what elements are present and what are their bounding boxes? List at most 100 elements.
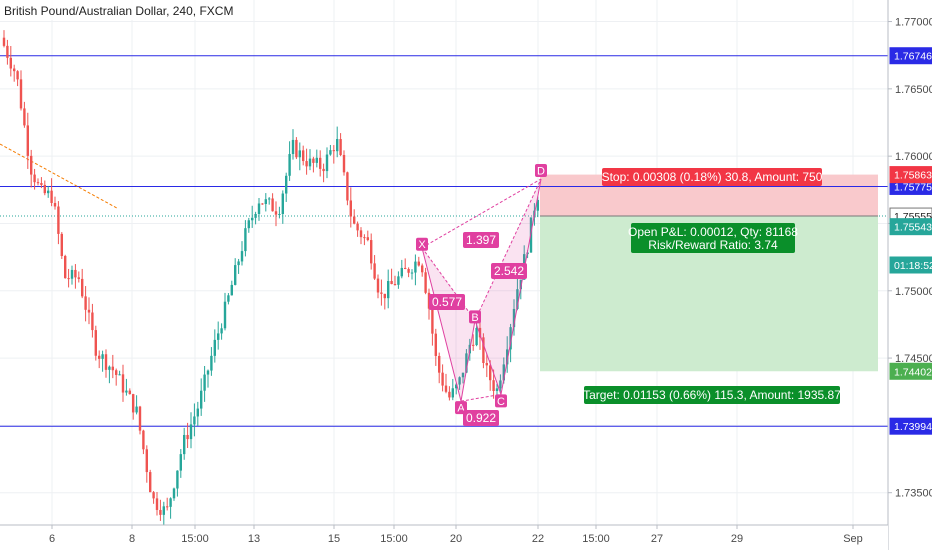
candle (441, 364, 444, 392)
candle (121, 364, 125, 402)
candle (254, 211, 257, 225)
pattern-triangle-bcd (475, 179, 541, 395)
candle-body (509, 327, 512, 350)
price-tag: 1.73994 (889, 417, 932, 435)
candle-body (200, 390, 203, 409)
candle (325, 147, 329, 179)
candle-body (203, 374, 206, 391)
pattern-line[interactable] (500, 178, 542, 395)
candle-body (125, 390, 128, 393)
candle-body (213, 339, 216, 356)
candle-body (342, 154, 346, 173)
x-tick-label: 15:00 (582, 533, 610, 545)
candle (329, 144, 332, 156)
price-tag-box (889, 417, 932, 435)
candle-body (519, 279, 522, 290)
candle (57, 201, 60, 245)
candle (472, 334, 475, 351)
candle (179, 449, 182, 478)
candle (132, 393, 135, 420)
candle-body (329, 150, 332, 155)
candle-body (489, 365, 492, 381)
candle (536, 196, 539, 218)
candle (84, 286, 87, 322)
price-tag-box (889, 166, 932, 184)
ratio-label: 0.577 (432, 295, 462, 309)
price-axis[interactable] (888, 0, 932, 550)
candle-body (506, 349, 509, 365)
x-tick-label: 15:00 (181, 533, 209, 545)
candle-body (183, 434, 186, 455)
candle-body (166, 506, 169, 508)
x-tick-label: 15 (328, 533, 340, 545)
pnl-label: Open P&L: 0.00012, Qty: 81168Risk/Reward… (628, 223, 798, 253)
candle (111, 354, 114, 379)
candle (512, 299, 516, 336)
candle-body (118, 374, 121, 376)
pattern-line[interactable] (460, 393, 502, 402)
candle-body (451, 388, 454, 398)
candle-body (461, 372, 465, 378)
candle-body (298, 150, 301, 158)
pattern-line[interactable] (421, 178, 542, 249)
time-axis[interactable] (0, 525, 888, 550)
pattern-line[interactable] (421, 247, 462, 402)
candle (200, 378, 203, 416)
trend-line[interactable] (0, 143, 119, 210)
candle-body (244, 228, 247, 252)
pattern-line[interactable] (474, 178, 542, 321)
candle-body (23, 108, 26, 126)
candle-body (40, 183, 43, 185)
candle-body (305, 161, 308, 167)
pattern-line[interactable] (460, 320, 476, 402)
pattern-ratio: 2.542 (491, 263, 527, 279)
candle (288, 141, 291, 181)
candle (220, 323, 223, 340)
candle (363, 234, 366, 246)
candle-body (101, 354, 104, 359)
candle-body (373, 263, 376, 279)
candle (295, 137, 298, 160)
ratio-label: 2.542 (494, 264, 524, 278)
pattern-line[interactable] (474, 320, 502, 395)
candle-body (387, 280, 390, 299)
candle-body (472, 344, 475, 346)
pattern-point-b[interactable]: B (469, 310, 481, 324)
candle-body (291, 139, 295, 155)
candle-body (121, 374, 125, 393)
pattern-point-d[interactable]: D (535, 164, 547, 178)
pattern-point-x[interactable]: X (416, 237, 428, 252)
candle (261, 203, 264, 205)
price-tag-text: 01:18:52 (894, 260, 932, 272)
candle-body (26, 125, 29, 156)
candle (23, 101, 26, 128)
candle (152, 491, 155, 504)
candle-body (536, 199, 539, 211)
candle (128, 388, 131, 395)
candle-body (70, 269, 74, 279)
candle-body (274, 211, 278, 215)
candle (53, 196, 57, 210)
candle-body (380, 292, 383, 294)
candle (407, 267, 410, 278)
candle-body (220, 328, 223, 334)
ratio-label: 0.922 (466, 411, 496, 425)
pattern-point-c[interactable]: C (495, 394, 507, 408)
candle (499, 374, 502, 394)
candle (315, 149, 318, 168)
candle-body (74, 269, 77, 278)
candle (40, 177, 43, 189)
pnl-text: Open P&L: 0.00012, Qty: 81168 (628, 225, 798, 239)
price-tag-box (889, 47, 932, 65)
ratio-label: 1.397 (466, 233, 496, 247)
y-tick-label: 1.77000 (895, 17, 932, 29)
candle-body (444, 385, 448, 392)
candle-body (424, 272, 427, 293)
candle-body (512, 308, 516, 328)
pattern-point-label: D (537, 166, 545, 178)
candle (264, 193, 267, 212)
candle-body (349, 200, 352, 217)
candle-body (67, 278, 70, 280)
candle (81, 268, 84, 299)
target-label: Target: 0.01153 (0.66%) 115.3, Amount: 1… (583, 386, 841, 404)
